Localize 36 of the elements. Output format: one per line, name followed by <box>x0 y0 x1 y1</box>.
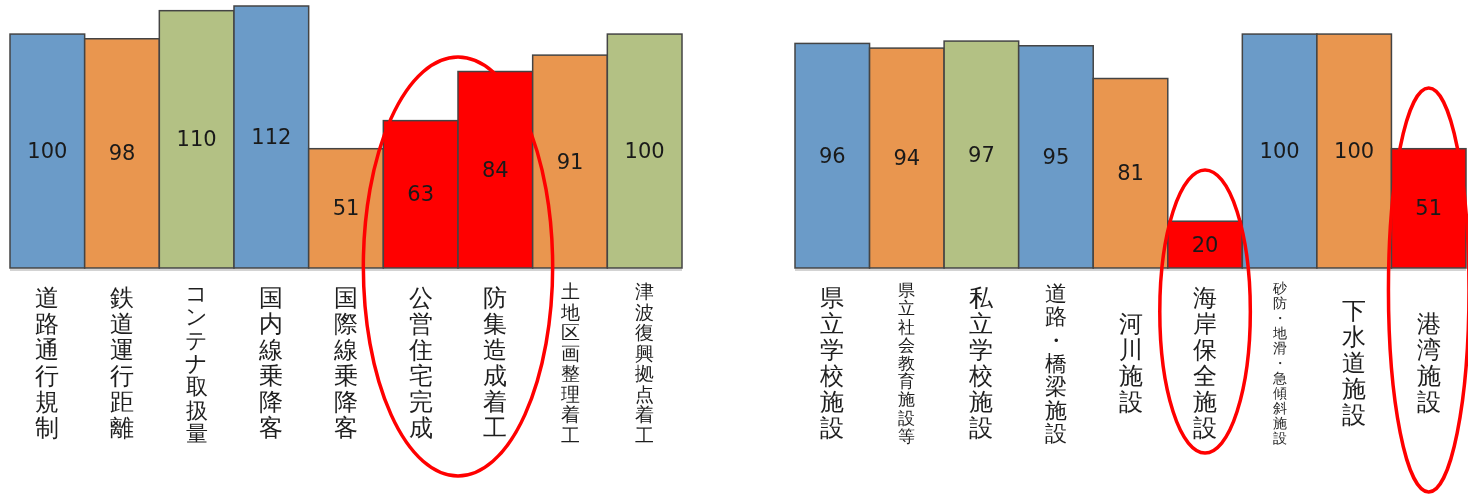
data-label: 100 <box>1334 139 1375 164</box>
data-label: 51 <box>1415 196 1443 221</box>
category-label: 砂防・地滑・急傾斜施設 <box>1272 280 1287 446</box>
data-label: 84 <box>481 157 509 182</box>
x-tick-label: 鉄道運行距離 <box>110 284 134 442</box>
x-tick-label: 下水道施設 <box>1342 297 1367 429</box>
x-tick-label: 港湾施設 <box>1416 310 1441 416</box>
data-label: 51 <box>332 196 360 221</box>
data-label: 81 <box>1117 161 1144 186</box>
x-tick-label: コンテナ取扱量 <box>185 280 209 446</box>
x-tick-label: 海岸保全施設 <box>1193 284 1218 442</box>
data-label: 96 <box>818 143 846 168</box>
x-tick-label: 県立学校施設 <box>819 284 845 442</box>
data-label: 100 <box>27 139 68 164</box>
data-label: 110 <box>176 127 217 152</box>
x-tick-label: 河川施設 <box>1118 310 1143 416</box>
data-label: 98 <box>108 141 136 166</box>
x-tick-label: 公営住宅完成 <box>407 284 433 442</box>
category-label: 県立社会教育施設等 <box>898 280 916 446</box>
data-label: 94 <box>893 146 921 171</box>
data-label: 100 <box>1259 139 1300 164</box>
data-label: 97 <box>968 142 995 167</box>
x-tick-label: 国内線乗降客 <box>258 284 284 442</box>
data-label: 100 <box>624 139 665 164</box>
x-tick-label: 土地区画整理着工 <box>559 280 580 446</box>
x-tick-label: 津波復興拠点着工 <box>635 280 655 446</box>
data-label: 91 <box>556 149 584 174</box>
x-tick-label: 道路通行規制 <box>35 284 60 442</box>
x-tick-label: 道路・橋梁施設 <box>1044 280 1067 446</box>
data-label: 63 <box>407 182 435 207</box>
x-tick-label: 私立学校施設 <box>968 284 995 442</box>
data-label: 112 <box>251 125 292 149</box>
x-tick-label: 国際線乗降客 <box>333 284 358 442</box>
data-label: 20 <box>1191 232 1219 257</box>
data-label: 95 <box>1042 144 1070 169</box>
x-tick-label: 防集造成着工 <box>483 284 508 442</box>
